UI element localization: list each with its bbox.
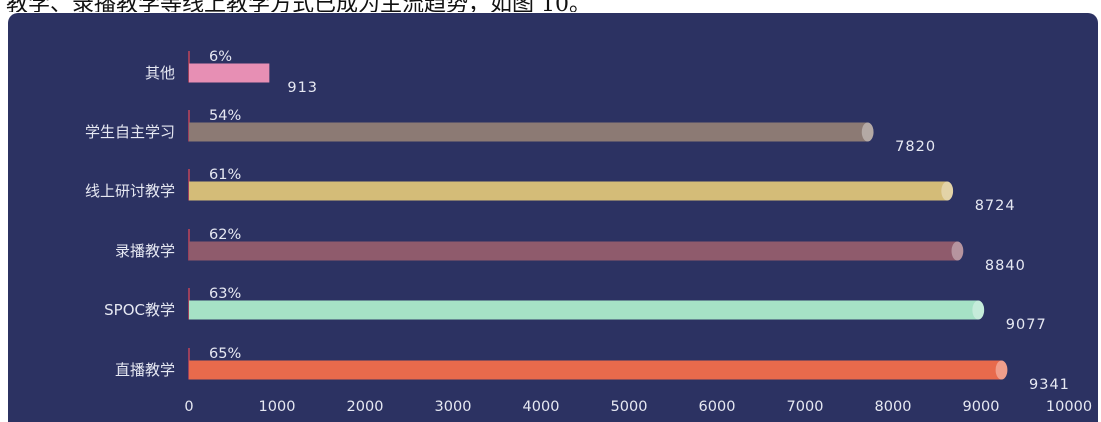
bar [189,241,958,261]
bar-end-cap [972,300,985,320]
category-label: 录播教学 [115,242,175,260]
value-label: 9077 [1006,317,1047,333]
x-tick-label: 7000 [787,399,824,415]
value-label: 8724 [975,198,1016,214]
value-label: 9341 [1029,377,1070,393]
value-label: 7820 [895,139,936,155]
x-tick-label: 6000 [699,399,736,415]
x-tick-label: 8000 [875,399,912,415]
bar-end-cap [951,241,964,261]
percent-label: 6% [209,49,232,65]
x-tick-label: 0 [184,399,193,415]
value-label: 913 [287,80,318,96]
bar [189,63,270,83]
bar-end-cap [861,122,874,142]
x-tick-label: 3000 [435,399,472,415]
category-label: 学生自主学习 [85,123,175,141]
percent-label: 61% [209,167,241,183]
bar [189,181,948,201]
bar-end-cap [995,360,1008,380]
bar [189,300,979,320]
percent-label: 54% [209,108,241,124]
category-label: 直播教学 [115,361,175,379]
percent-label: 63% [209,286,241,302]
x-tick-label: 9000 [963,399,1000,415]
bar [189,360,1002,380]
bar-end-cap [941,181,954,201]
x-tick-label: 10000 [1046,399,1092,415]
x-tick-label: 2000 [347,399,384,415]
x-tick-label: 5000 [611,399,648,415]
caption-text: 教学、录播教学等线上教学方式已成为主流趋势，如图 10。 [6,0,591,12]
percent-label: 65% [209,346,241,362]
value-label: 8840 [985,258,1026,274]
x-tick-label: 4000 [523,399,560,415]
chart-panel: 其他 6% 913 学生自主学习 54% 7820 线上研讨教学 61% 8724 录播教学 62%… [8,13,1098,422]
category-label: SPOC教学 [104,301,175,319]
category-label: 线上研讨教学 [85,182,175,200]
percent-label: 62% [209,227,241,243]
horizontal-bar-chart: 其他 6% 913 学生自主学习 54% 7820 线上研讨教学 61% 8724 录播教学 62%… [85,49,1092,415]
caption-strip: 教学、录播教学等线上教学方式已成为主流趋势，如图 10。 [0,0,1101,12]
category-label: 其他 [145,64,175,82]
x-tick-label: 1000 [259,399,296,415]
bar [189,122,868,142]
